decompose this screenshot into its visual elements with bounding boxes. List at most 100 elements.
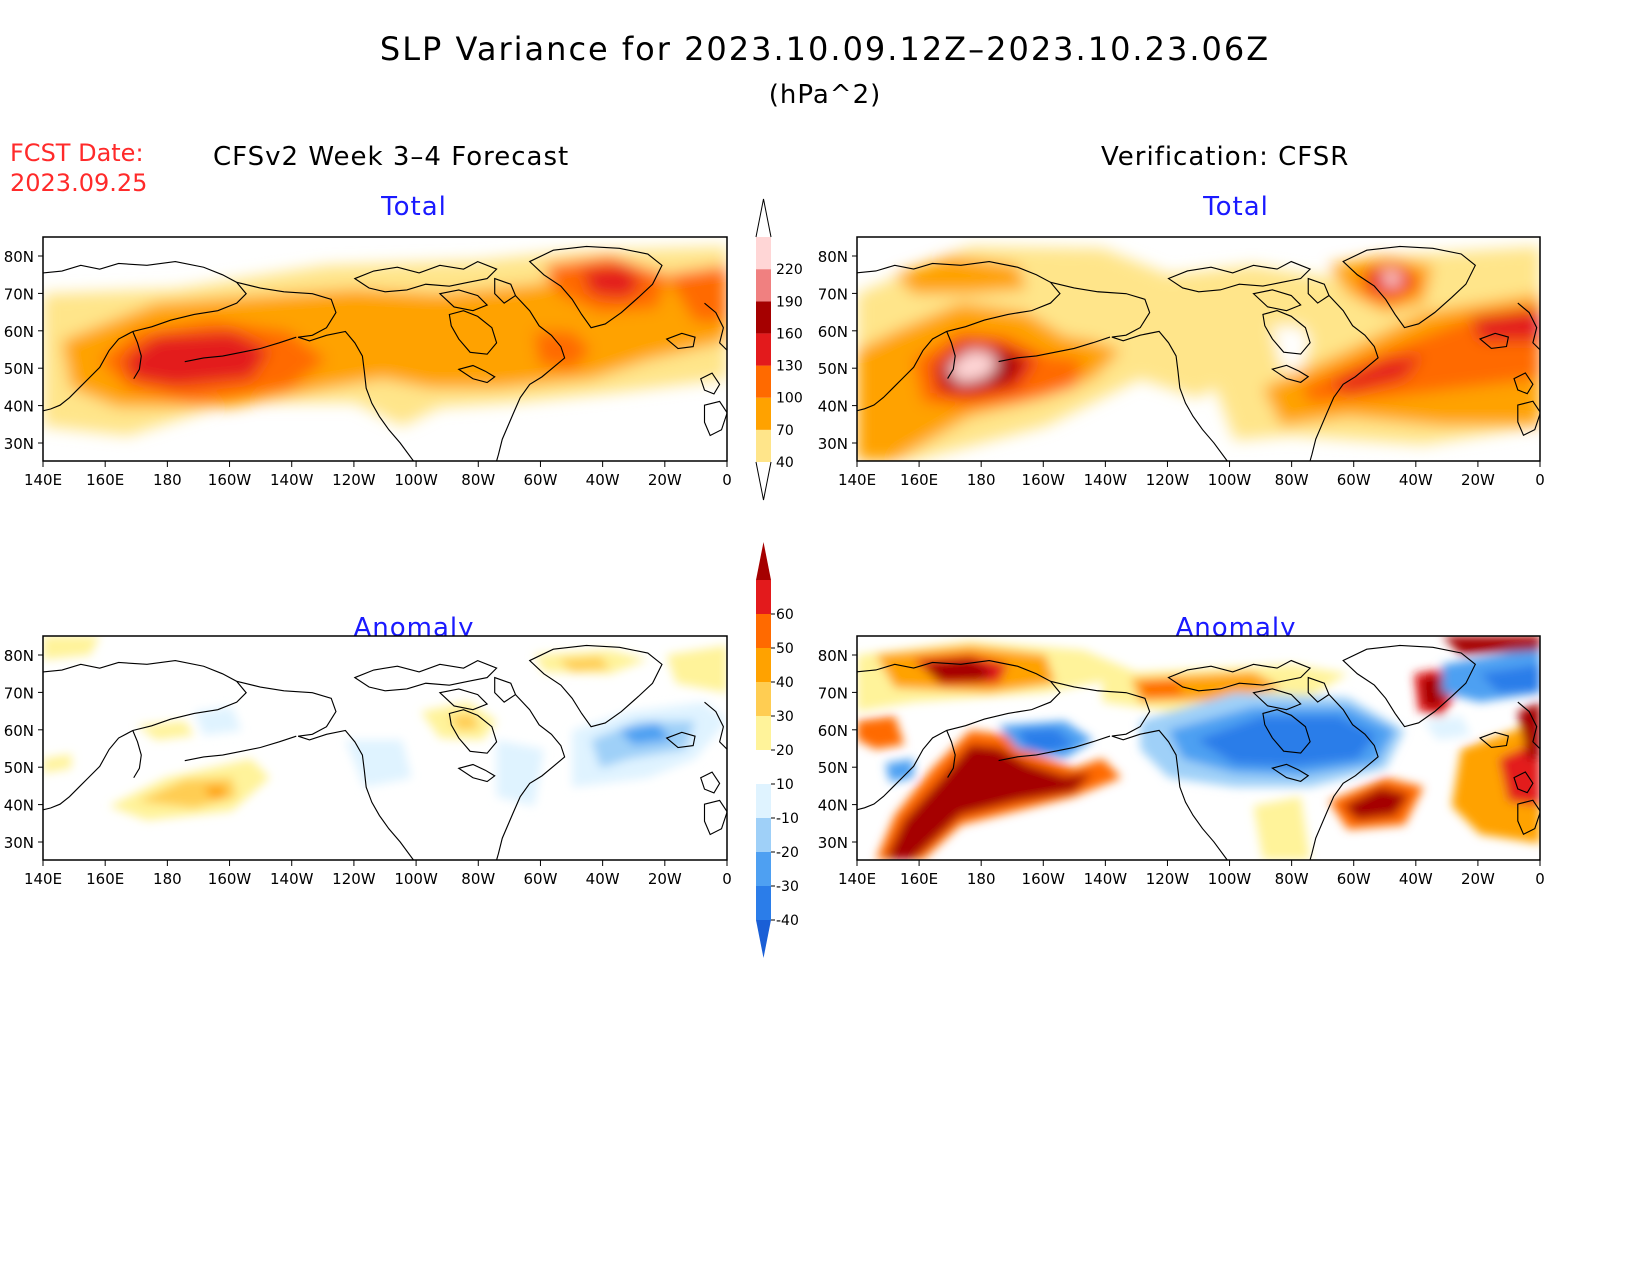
lat-label: 60N <box>4 323 34 341</box>
lon-label: 120W <box>332 870 376 888</box>
total-colorbar-bottom-wedge <box>755 461 772 501</box>
verification-anomaly-lon-axis: 140E 160E 180 160W 140W 120W 100W 80W 60W 40W 20W 0 <box>838 860 1545 888</box>
lon-label: 160W <box>208 870 252 888</box>
lon-label: 20W <box>1461 471 1495 489</box>
lat-label: 70N <box>818 285 848 303</box>
anomaly-colorbar-segment <box>756 886 771 920</box>
lon-label: 120W <box>1146 471 1190 489</box>
lon-label: 0 <box>722 870 732 888</box>
lon-label: 20W <box>1461 870 1495 888</box>
anomaly-colorbar-top-wedge <box>756 542 771 580</box>
lon-label: 160W <box>1022 471 1066 489</box>
lat-label: 50N <box>4 360 34 378</box>
total-colorbar-segment <box>756 301 771 334</box>
anomaly-colorbar-segment <box>756 750 771 784</box>
anomaly-colorbar-segment <box>756 716 771 750</box>
forecast-total-lat-axis: 80N 70N 60N 50N 40N 30N <box>4 248 43 453</box>
fcst-date: FCST Date: 2023.09.25 <box>10 138 147 198</box>
lon-label: 60W <box>1337 870 1371 888</box>
lon-label: 20W <box>648 870 682 888</box>
lon-label: 100W <box>394 870 438 888</box>
lon-label: 20W <box>648 471 682 489</box>
anomaly-colorbar-label: 30 <box>776 709 794 725</box>
total-colorbar-segment <box>756 237 771 270</box>
anomaly-colorbar-bottom-wedge <box>756 920 771 958</box>
lon-label: 140W <box>270 870 314 888</box>
verification-total-lon-axis: 140E 160E 180 160W 140W 120W 100W 80W 60W 40W 20W 0 <box>838 461 1545 489</box>
lon-label: 160W <box>208 471 252 489</box>
lon-label: 60W <box>523 471 557 489</box>
lon-label: 60W <box>523 870 557 888</box>
lon-label: 160E <box>86 870 124 888</box>
forecast-total-lon-axis: 140E 160E 180 160W 140W 120W 100W 80W 60W 40W 20W 0 <box>24 461 732 489</box>
total-colorbar-label: 100 <box>776 391 803 407</box>
lat-label: 40N <box>4 398 34 416</box>
lat-label: 50N <box>4 759 34 777</box>
lon-label: 100W <box>1208 471 1252 489</box>
lat-label: 50N <box>818 360 848 378</box>
anomaly-colorbar-label: -10 <box>776 811 799 827</box>
forecast-anomaly-lat-axis: 80N 70N 60N 50N 40N 30N <box>4 647 43 852</box>
lat-label: 70N <box>818 684 848 702</box>
lat-label: 40N <box>818 797 848 815</box>
total-colorbar-segment <box>756 333 771 366</box>
lon-label: 100W <box>1208 870 1252 888</box>
total-colorbar-label: 40 <box>776 455 794 471</box>
main-title: SLP Variance for 2023.10.09.12Z–2023.10.… <box>379 30 1271 68</box>
lon-label: 80W <box>461 870 495 888</box>
lat-label: 40N <box>818 398 848 416</box>
anomaly-colorbar: -40 -30 -20 -10 10 20 30 40 50 60 <box>756 542 799 958</box>
lat-label: 30N <box>4 834 34 852</box>
lon-label: 60W <box>1337 471 1371 489</box>
anomaly-colorbar-segment <box>756 648 771 682</box>
lon-label: 180 <box>153 870 182 888</box>
lon-label: 40W <box>586 471 620 489</box>
lon-label: 80W <box>1275 870 1309 888</box>
verification-total-title: Total <box>1203 192 1269 222</box>
lat-label: 30N <box>818 435 848 453</box>
lon-label: 40W <box>1399 471 1433 489</box>
lon-label: 0 <box>1535 870 1545 888</box>
lon-label: 140E <box>838 870 876 888</box>
lon-label: 0 <box>722 471 732 489</box>
lat-label: 80N <box>4 248 34 266</box>
anomaly-colorbar-label: 10 <box>776 777 794 793</box>
lat-label: 60N <box>818 323 848 341</box>
lat-label: 30N <box>818 834 848 852</box>
anomaly-colorbar-segment <box>756 784 771 818</box>
verification-total-panel: 80N 70N 60N 50N 40N 30N 140E 160E 180 160W 140W 12… <box>818 236 1545 489</box>
forecast-anomaly-panel: 80N 70N 60N 50N 40N 30N 140E 160E 180 160W 140W 12… <box>4 635 732 888</box>
lon-label: 140W <box>1084 471 1128 489</box>
total-colorbar-label: 190 <box>776 294 803 310</box>
total-colorbar-segment <box>756 397 771 430</box>
lon-label: 140E <box>838 471 876 489</box>
lat-label: 80N <box>818 647 848 665</box>
anomaly-colorbar-segment <box>756 818 771 852</box>
lon-label: 80W <box>1275 471 1309 489</box>
lat-label: 50N <box>818 759 848 777</box>
lon-label: 160E <box>900 870 938 888</box>
total-colorbar-segment <box>756 365 771 398</box>
lon-label: 140W <box>1084 870 1128 888</box>
lon-label: 180 <box>967 471 996 489</box>
verification-anomaly-panel: 80N 70N 60N 50N 40N 30N 140E 160E 180 160W 140W 12… <box>818 635 1545 888</box>
lat-label: 80N <box>4 647 34 665</box>
anomaly-colorbar-label: -40 <box>776 913 799 929</box>
lon-label: 160E <box>900 471 938 489</box>
total-colorbar-label: 70 <box>776 423 794 439</box>
lat-label: 40N <box>4 797 34 815</box>
lon-label: 140W <box>270 471 314 489</box>
forecast-column-title: CFSv2 Week 3–4 Forecast <box>213 142 570 172</box>
anomaly-colorbar-label: -30 <box>776 879 799 895</box>
verification-column-title: Verification: CFSR <box>1101 142 1350 172</box>
forecast-total-panel: 80N 70N 60N 50N 40N 30N 140E 160E 180 160W 140W 12… <box>4 236 732 489</box>
lon-label: 120W <box>332 471 376 489</box>
lat-label: 80N <box>818 248 848 266</box>
forecast-anomaly-lon-axis: 140E 160E 180 160W 140W 120W 100W 80W 60W 40W 20W 0 <box>24 860 732 888</box>
units-label: (hPa^2) <box>768 80 882 110</box>
lon-label: 140E <box>24 870 62 888</box>
anomaly-colorbar-segment <box>756 682 771 716</box>
lat-label: 60N <box>4 722 34 740</box>
total-colorbar-top-wedge <box>755 198 772 238</box>
lon-label: 180 <box>967 870 996 888</box>
